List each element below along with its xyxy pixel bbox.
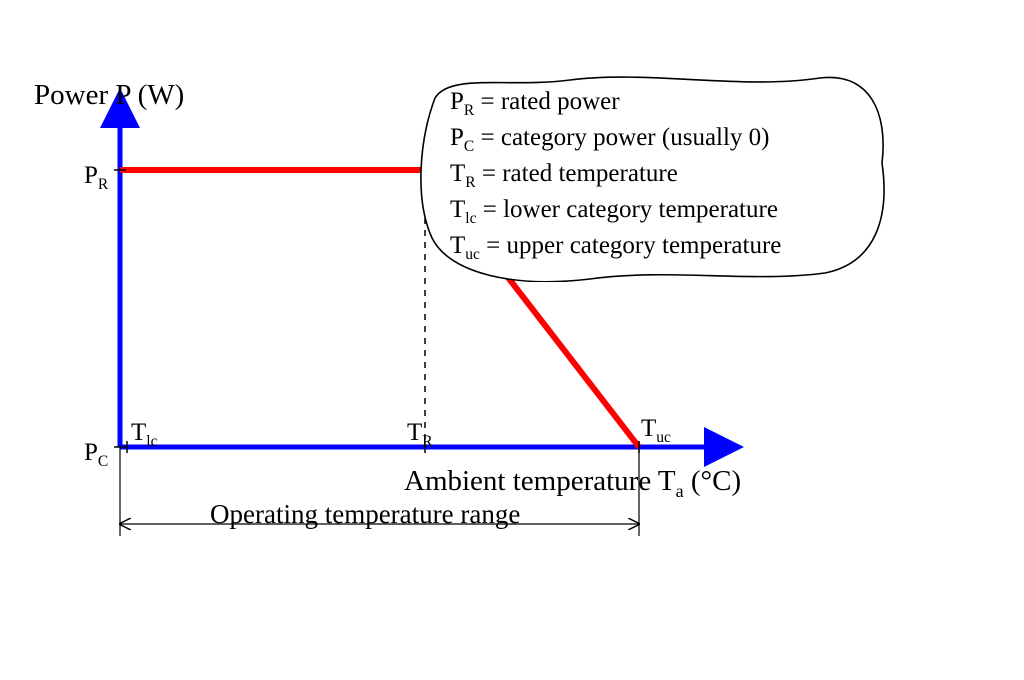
derating-chart: Power P (W) Ambient temperature Ta (°C) … bbox=[0, 0, 1024, 680]
legend-line-1: PC = category power (usually 0) bbox=[450, 124, 770, 152]
range-label: Operating temperature range bbox=[210, 500, 520, 530]
legend-line-0: PR = rated power bbox=[450, 88, 620, 116]
legend-line-2: TR = rated temperature bbox=[450, 160, 678, 188]
x-axis-title: Ambient temperature Ta (°C) bbox=[404, 466, 741, 498]
x-tick-Tuc: Tuc bbox=[641, 415, 671, 443]
legend-line-3: Tlc = lower category temperature bbox=[450, 196, 778, 224]
y-tick-PC: PC bbox=[84, 439, 108, 467]
y-tick-PR: PR bbox=[84, 162, 108, 190]
y-axis-title: Power P (W) bbox=[34, 80, 184, 112]
x-tick-TR: TR bbox=[407, 419, 433, 447]
x-tick-Tlc: Tlc bbox=[131, 419, 157, 447]
legend-line-4: Tuc = upper category temperature bbox=[450, 232, 781, 260]
